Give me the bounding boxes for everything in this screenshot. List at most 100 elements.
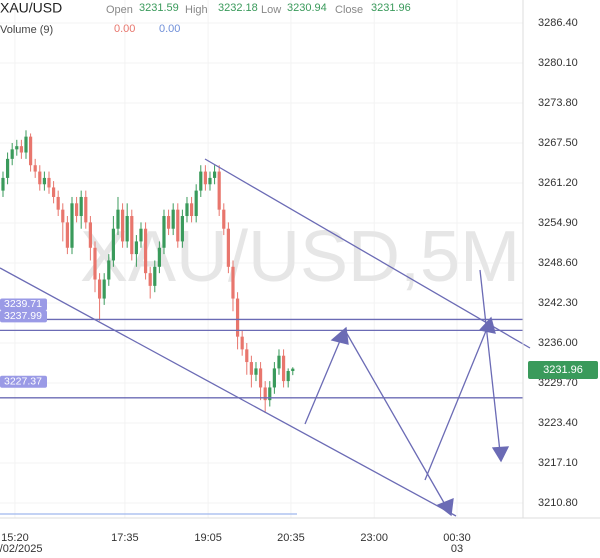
arrow-head: [491, 446, 510, 463]
candle-body: [10, 149, 14, 159]
candle-body: [203, 171, 207, 185]
candle-body: [65, 222, 69, 248]
candle-body: [56, 196, 60, 210]
volume-value: 0.00: [114, 23, 135, 35]
candle-body: [235, 298, 240, 337]
y-tick-label: 3242.30: [538, 297, 578, 309]
candle-body: [139, 228, 143, 242]
candle-body: [97, 279, 102, 299]
candle-body: [116, 209, 120, 229]
candle-body: [208, 177, 212, 185]
candle-body: [61, 209, 65, 223]
ohlc-value: 3231.59: [139, 2, 179, 14]
header: XAU/USD Open 3231.59 High 3232.18 Low 32…: [0, 0, 411, 36]
candle-body: [277, 355, 281, 369]
candle-body: [79, 196, 83, 217]
grid: [0, 0, 523, 518]
volume-label: Volume (9): [0, 24, 53, 36]
candle-body: [93, 247, 97, 280]
candle-body: [1, 177, 5, 191]
candle-body: [226, 228, 230, 267]
ohlc-label: Open: [106, 4, 133, 16]
y-tick-label: 3217.10: [538, 457, 578, 469]
candle-body: [88, 222, 92, 248]
price-tag-label: 3231.96: [543, 364, 583, 376]
candle-body: [70, 203, 74, 248]
x-tick-label: 15:20: [1, 532, 29, 544]
arrow-head: [330, 326, 349, 345]
candle-body: [162, 216, 166, 248]
symbol: XAU/USD: [0, 0, 62, 16]
arrow: [424, 325, 489, 481]
candle-body: [24, 136, 28, 153]
arrow: [479, 269, 501, 453]
level-tag: [0, 375, 47, 388]
candle-body: [245, 349, 249, 363]
ohlc-value: 3232.18: [218, 2, 258, 14]
candle-body: [185, 203, 189, 217]
candle-body: [291, 368, 295, 372]
candle-body: [153, 266, 157, 286]
candle-body: [254, 368, 258, 375]
candle-body: [47, 177, 51, 188]
ohlc-label: Close: [335, 4, 363, 16]
candle-body: [199, 171, 203, 191]
y-tick-label: 3267.50: [538, 137, 578, 149]
y-tick-label: 3223.40: [538, 417, 578, 429]
trend-line: [204, 158, 531, 349]
candle-body: [130, 216, 134, 255]
candle-body: [263, 387, 267, 401]
candle-body: [249, 362, 253, 375]
arrow-head: [436, 497, 454, 517]
candle-body: [125, 216, 129, 242]
candle-body: [28, 136, 33, 166]
y-tick-label: 3210.80: [538, 497, 578, 509]
candle-body: [120, 209, 125, 242]
candle-body: [231, 266, 235, 299]
arrow: [345, 331, 448, 509]
y-tick-label: 3273.80: [538, 97, 578, 109]
candle-body: [33, 165, 37, 172]
candle-body: [180, 216, 184, 242]
candle-body: [74, 203, 79, 217]
trend-line: [0, 267, 457, 517]
x-tick-label: 19:05: [194, 532, 222, 544]
candle-body: [42, 177, 46, 185]
price-tag: [528, 361, 598, 379]
arrow: [304, 335, 343, 425]
y-tick-label: 3248.60: [538, 257, 578, 269]
ohlc-value: 3230.94: [287, 2, 327, 14]
candle-body: [15, 146, 19, 150]
candle-body: [217, 171, 221, 210]
x-tick-label: 17:35: [111, 532, 139, 544]
volume-value: 0.00: [159, 23, 180, 35]
candle-body: [102, 279, 106, 299]
candle-body: [148, 273, 152, 286]
x-date-label: 03: [451, 543, 463, 555]
x-tick-label: 20:35: [277, 532, 305, 544]
candle-body: [5, 158, 10, 178]
y-tick-label: 3261.20: [538, 177, 578, 189]
candle-body: [171, 209, 175, 229]
candle-body: [19, 146, 23, 153]
y-tick-label: 3229.70: [538, 377, 578, 389]
candle-body: [268, 387, 272, 401]
ohlc-label: Low: [261, 4, 281, 16]
x-date-label: 05/02/2025: [0, 543, 42, 555]
axes: 3286.40 3280.10 3273.80 3267.50 3261.20 3254.…: [0, 17, 578, 555]
candle-body: [240, 336, 244, 350]
candle-body: [212, 171, 217, 178]
candle-body: [258, 368, 263, 388]
ohlc-value: 3231.96: [371, 2, 411, 14]
level-label: 3227.37: [4, 376, 42, 388]
candle-body: [176, 209, 180, 242]
candle-body: [272, 368, 276, 388]
y-tick-label: 3286.40: [538, 17, 578, 29]
candle-body: [222, 209, 226, 229]
candle-body: [166, 216, 171, 229]
x-tick-label: 00:30: [443, 532, 471, 544]
candle-body: [51, 187, 56, 197]
y-tick-label: 3236.00: [538, 337, 578, 349]
